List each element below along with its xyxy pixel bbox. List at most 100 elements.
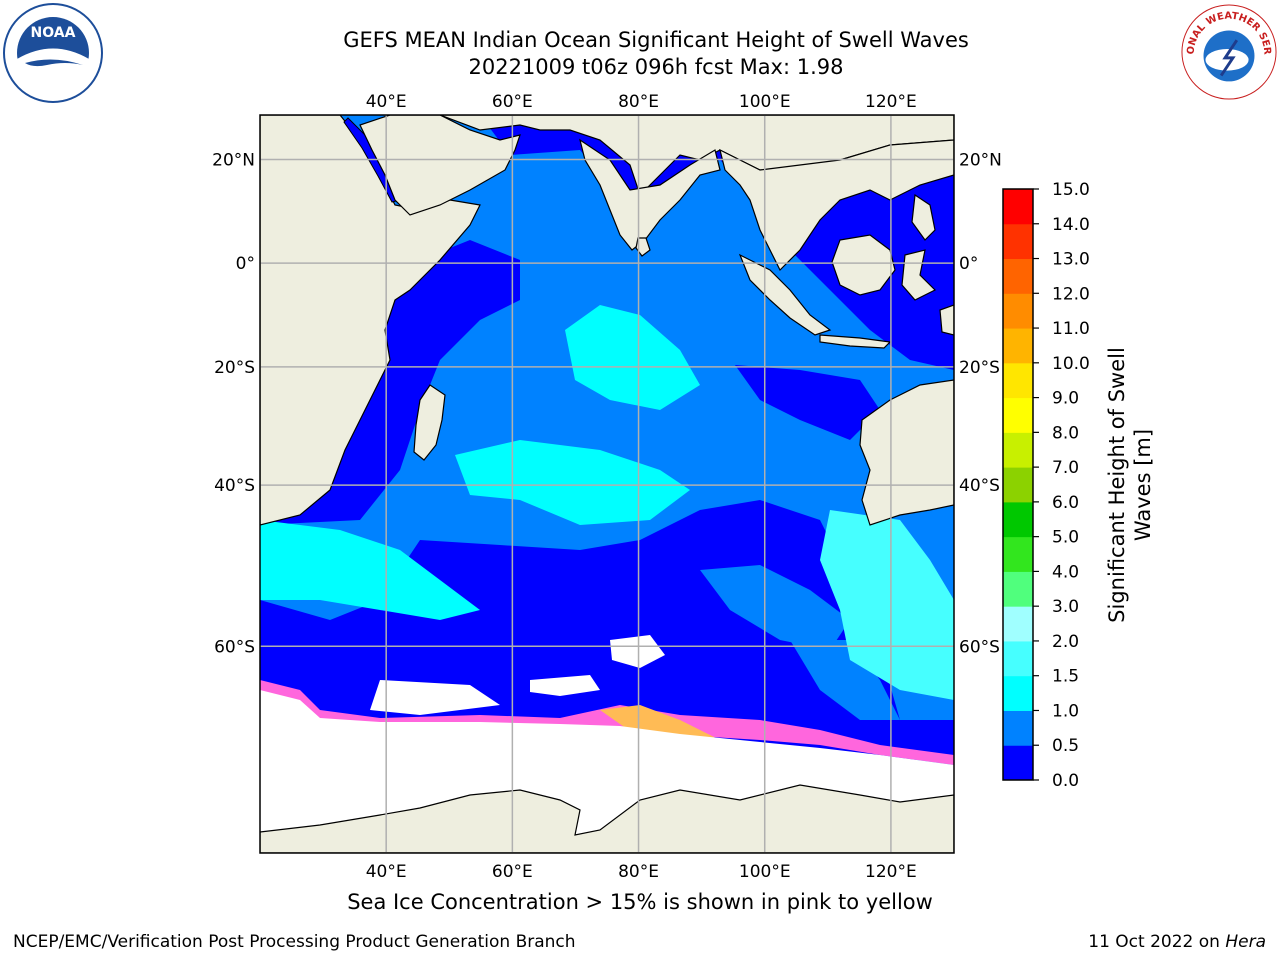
land-antarctica [260,784,954,853]
lat-ticks-left: 20°N 0° 20°S 40°S 60°S [212,151,255,658]
colorbar-tick-label: 9.0 [1052,389,1079,409]
lon-tick-label: 60°E [492,92,533,112]
lon-tick-label: 40°E [366,862,407,882]
footer-date: 11 Oct 2022 on Hera [1088,932,1266,952]
colorbar-label: Significant Height of Swell Waves [m] [1105,347,1155,623]
swell-band-1-1_5 [820,510,954,700]
lat-tick-label: 40°S [214,476,255,496]
colorbar-tick-label: 15.0 [1052,180,1090,200]
sea-ice-white [530,675,600,696]
colorbar-frame [1002,188,1034,781]
sea-ice-white [610,635,665,668]
colorbar-tick-label: 1.5 [1052,667,1079,687]
lat-ticks-right: 20°N 0° 20°S 40°S 60°S [959,151,1002,658]
lon-ticks-bottom: 40°E 60°E 80°E 100°E 120°E [366,862,917,882]
colorbar-tick-label: 5.0 [1052,528,1079,548]
colorbar-tick-label: 1.0 [1052,701,1079,721]
colorbar-tick-label: 11.0 [1052,319,1090,339]
noaa-logo: NOAA [3,3,103,103]
lon-tick-label: 100°E [739,862,791,882]
nws-logo: NATIONAL WEATHER SERVICE [1180,3,1277,100]
land-southeast-asia [719,139,954,272]
colorbar-ticks: 0.0 0.5 1.0 1.5 2.0 3.0 4.0 5.0 6.0 7.0 8.0 9.0 10.0… [1033,180,1090,791]
colorbar-tick-label: 6.0 [1052,493,1079,513]
chart-title: GEFS MEAN Indian Ocean Significant Heigh… [343,28,969,52]
colorbar-tick-label: 0.5 [1052,736,1079,756]
lat-tick-label: 60°S [959,637,1000,657]
land-java [819,334,892,349]
swell-band-1-1_5 [455,440,690,525]
lat-tick-label: 60°S [214,637,255,657]
swell-band-mid [700,565,850,650]
lat-tick-label: 20°N [212,151,255,171]
lat-tick-label: 0° [236,254,255,274]
sea-ice-note: Sea Ice Concentration > 15% is shown in … [347,890,933,914]
colorbar-swatch [1003,189,1033,225]
colorbar-swatch [1003,362,1033,399]
footer-host: Hera [1225,932,1266,952]
colorbar-swatch [1003,501,1033,538]
footer-credit: NCEP/EMC/Verification Post Processing Pr… [13,932,576,952]
colorbar-tick-label: 8.0 [1052,423,1079,443]
land-sumatra [738,253,832,336]
sea-ice-edge [260,680,954,765]
land-india [579,138,721,251]
lon-tick-label: 80°E [618,92,659,112]
chart-subtitle: 20221009 t06z 096h fcst Max: 1.98 [468,55,844,79]
lon-tick-label: 120°E [865,862,917,882]
land-borneo [831,234,896,296]
colorbar-tick-label: 7.0 [1052,458,1079,478]
sea-ice-white [370,680,500,715]
lat-tick-label: 20°N [959,151,1002,171]
colorbar-swatch [1003,745,1033,781]
swell-band-1-1_5 [565,305,700,410]
colorbar-swatch [1003,258,1033,294]
lon-tick-label: 100°E [739,92,791,112]
lat-tick-label: 20°S [214,358,255,378]
swell-band-low [735,365,880,440]
swell-band-mid [790,640,900,720]
map-frame [259,114,955,854]
land-new-guinea [939,304,954,336]
footer-date-text: 11 Oct 2022 on [1088,932,1226,952]
colorbar-swatch [1003,640,1033,677]
colorbar-tick-label: 14.0 [1052,215,1090,235]
swell-band-1-1_5 [260,520,480,620]
colorbar-swatch [1003,675,1033,711]
map-area [260,115,954,853]
lon-tick-label: 80°E [618,862,659,882]
colorbar-tick-label: 2.0 [1052,632,1079,652]
land-madagascar [413,384,446,461]
gridlines [260,115,954,853]
colorbar-swatch [1003,536,1033,572]
colorbar-tick-label: 10.0 [1052,354,1090,374]
colorbar-swatch [1003,710,1033,746]
colorbar-swatch [1003,293,1033,329]
colorbar-swatch [1003,432,1033,468]
colorbar-tick-label: 3.0 [1052,597,1079,617]
lon-ticks-top: 40°E 60°E 80°E 100°E 120°E [366,92,917,112]
lon-tick-label: 120°E [865,92,917,112]
colorbar-swatch [1003,223,1033,260]
lat-tick-label: 40°S [959,476,1000,496]
lon-tick-label: 60°E [492,862,533,882]
colorbar-tick-label: 0.0 [1052,771,1079,791]
colorbar-swatch [1003,467,1033,503]
colorbar-swatch [1003,571,1033,607]
colorbar [1003,189,1033,781]
colorbar-tick-label: 13.0 [1052,250,1090,270]
land-australia [859,379,954,526]
land-arabia [359,115,521,216]
lat-tick-label: 20°S [959,358,1000,378]
lon-tick-label: 40°E [366,92,407,112]
lat-tick-label: 0° [959,254,978,274]
colorbar-tick-label: 4.0 [1052,562,1079,582]
colorbar-swatch [1003,606,1033,642]
colorbar-swatch [1003,328,1033,364]
land-sri-lanka [635,237,651,257]
land-philippines [911,193,936,241]
colorbar-tick-label: 12.0 [1052,284,1090,304]
noaa-logo-text: NOAA [31,25,76,41]
colorbar-swatch [1003,397,1033,433]
